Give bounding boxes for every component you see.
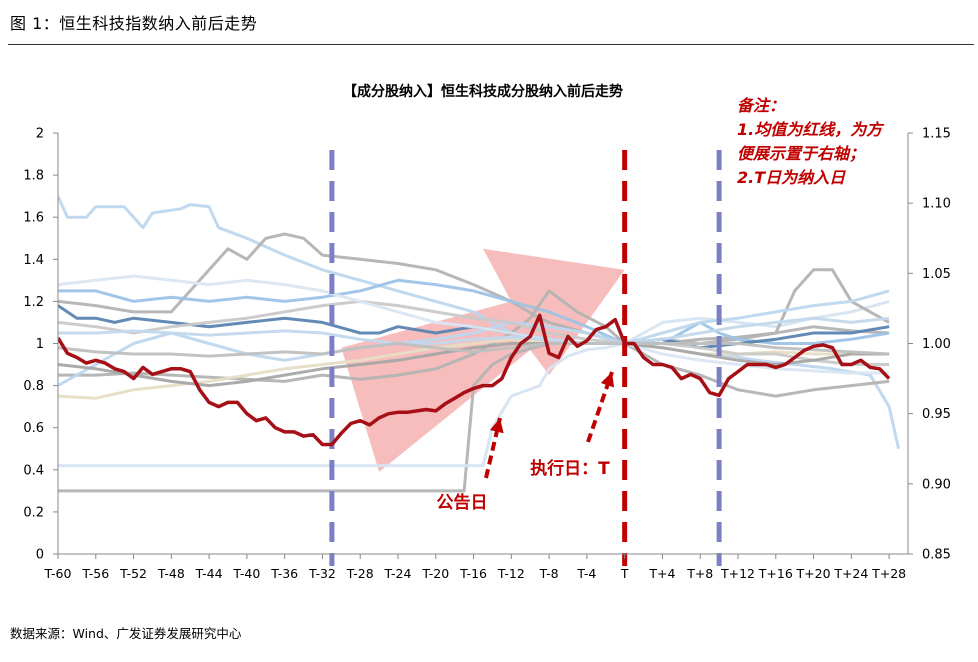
y-left-tick-label: 0.8	[23, 379, 44, 394]
x-tick-label: T+20	[796, 566, 831, 581]
announce-arrow-head	[490, 418, 504, 434]
chart-title: 【成分股纳入】恒生科技成分股纳入前后走势	[343, 83, 623, 100]
x-tick-label: T-24	[384, 566, 412, 581]
mean-line	[58, 313, 891, 447]
x-tick-label: T-36	[270, 566, 298, 581]
constituent-line-10	[58, 299, 890, 366]
y-left-tick-label: 1.2	[23, 295, 44, 310]
note-line-1: 备注：	[737, 96, 785, 115]
x-tick-label: T	[620, 566, 629, 581]
note-line-2: 1.均值为红线，为方	[737, 120, 885, 139]
y-right-tick-label: 0.85	[922, 548, 951, 563]
mean-line-group	[58, 313, 891, 447]
note-line-4: 2.T日为纳入日	[737, 168, 846, 187]
trend-arrow	[341, 248, 625, 472]
x-tick-label: T+16	[758, 566, 793, 581]
x-tick-label: T-12	[497, 566, 525, 581]
y-right-tick-label: 1.05	[922, 267, 951, 282]
x-tick-label: T-60	[44, 566, 72, 581]
y-left-tick-label: 2	[36, 127, 44, 142]
constituent-line-1	[58, 195, 901, 450]
x-tick-label: T-4	[576, 566, 596, 581]
y-left-tick-label: 1.8	[23, 169, 44, 184]
constituent-line-5	[58, 278, 890, 345]
constituent-lines	[58, 195, 901, 493]
annotations: 公告日 执行日：T	[437, 371, 615, 513]
y-left-tick-label: 0.4	[23, 463, 44, 478]
y-right-tick-label: 1.10	[922, 197, 951, 212]
x-tick-label: T-28	[346, 566, 374, 581]
announce-arrow	[484, 417, 502, 479]
event-lines	[329, 150, 722, 566]
x-tick-label: T-44	[195, 566, 223, 581]
constituent-line-9	[58, 289, 890, 387]
x-tick-label: T-40	[232, 566, 260, 581]
figure-title: 图 1：恒生科技指数纳入前后走势	[10, 14, 258, 33]
y-left-tick-label: 0	[36, 548, 44, 563]
x-tick-label: T-56	[81, 566, 109, 581]
execute-arrow-head	[600, 372, 615, 388]
source-note: 数据来源：Wind、广发证券发展研究中心	[10, 626, 242, 641]
x-tick-label: T-16	[459, 566, 487, 581]
constituent-line-2	[58, 325, 890, 493]
x-tick-label: T-20	[421, 566, 449, 581]
title-divider	[8, 44, 974, 45]
x-tick-label: T-52	[119, 566, 147, 581]
y-right-tick-label: 0.95	[922, 407, 951, 422]
y-left-tick-label: 1	[36, 337, 44, 352]
constituent-line-13	[58, 316, 890, 345]
y-left-tick-label: 1.6	[23, 211, 44, 226]
x-tick-label: T-48	[157, 566, 185, 581]
execute-label: 执行日：T	[530, 458, 610, 479]
x-tick-label: T+8	[686, 566, 713, 581]
note-line-3: 便展示置于右轴；	[737, 144, 865, 163]
x-tick-label: T-8	[539, 566, 559, 581]
x-tick-label: T+28	[871, 566, 906, 581]
x-tick-label: T-32	[308, 566, 336, 581]
announce-label: 公告日	[437, 492, 488, 513]
x-tick-label: T+4	[648, 566, 675, 581]
y-left-tick-label: 1.4	[23, 253, 44, 268]
constituent-line-4	[58, 232, 890, 345]
constituent-line-14	[58, 342, 890, 358]
y-right-tick-label: 1.00	[922, 337, 951, 352]
x-tick-label: T+24	[833, 566, 868, 581]
axes: 0 0.2 0.4 0.6 0.8 1 1.2 1.4 1.6 1.8 2 0.85 0.90 0.95 1…	[23, 127, 951, 582]
y-right-tick-label: 1.15	[922, 127, 951, 142]
y-left-tick-label: 0.2	[23, 505, 44, 520]
x-tick-label: T+12	[720, 566, 755, 581]
trend-arrow-shape	[341, 248, 625, 472]
y-left-tick-label: 0.6	[23, 421, 44, 436]
y-right-tick-label: 0.90	[922, 477, 951, 492]
